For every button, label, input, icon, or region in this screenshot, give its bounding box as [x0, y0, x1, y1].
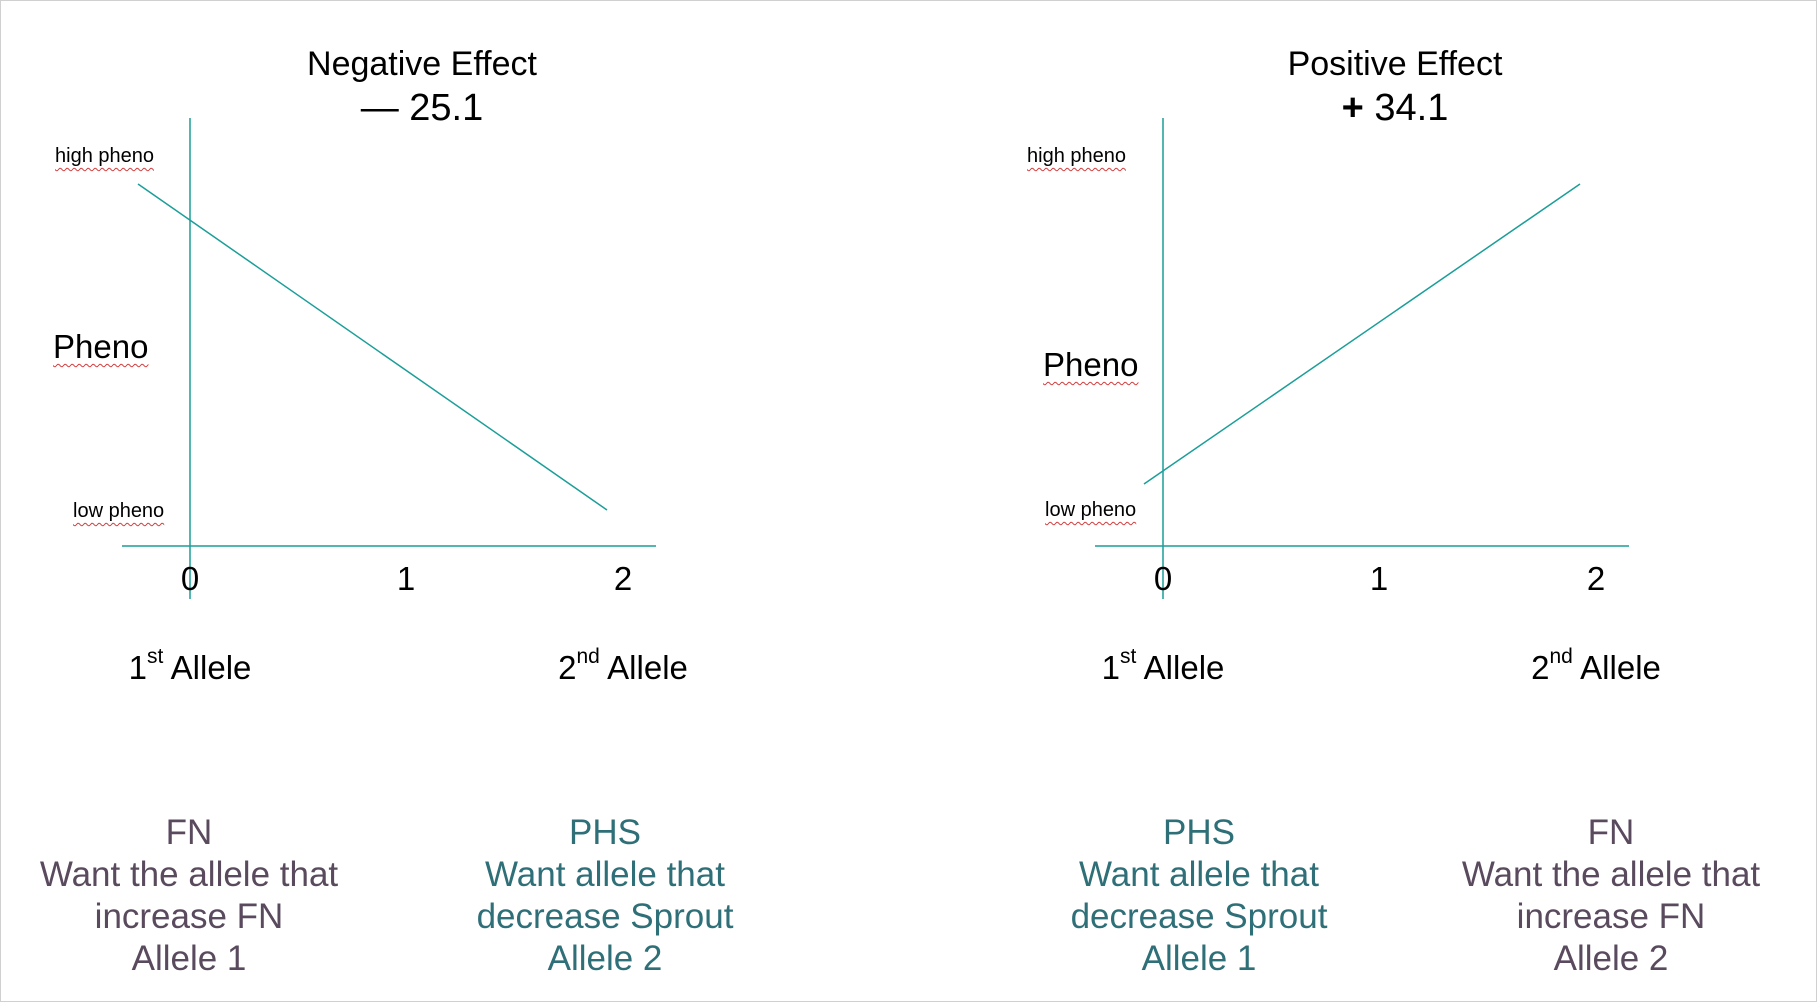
note-line: Want allele that [1079, 855, 1319, 894]
left-allele-1-label: 1st Allele [128, 645, 252, 686]
note-left-fn: FN Want the allele that increase FN Alle… [40, 812, 338, 980]
left-title: Negative Effect [307, 45, 537, 83]
note-left-phs: PHS Want allele that decrease Sprout All… [477, 812, 734, 980]
right-low-pheno-label: low pheno [1045, 499, 1137, 521]
left-effect-value: — 25.1 [360, 87, 484, 129]
left-tick-1: 1 [396, 560, 416, 597]
note-line: decrease Sprout [476, 897, 734, 936]
note-line: Want the allele that [1461, 855, 1761, 894]
note-line: increase FN [94, 897, 284, 936]
right-tick-0: 0 [1153, 560, 1173, 597]
note-line: decrease Sprout [1070, 897, 1328, 936]
note-line: Allele 2 [547, 939, 663, 978]
right-title: Positive Effect [1287, 45, 1503, 83]
right-allele-2-label: 2nd Allele [1531, 645, 1661, 686]
note-line: Allele 1 [1141, 939, 1257, 978]
left-trend-line [137, 183, 608, 511]
note-heading: FN [165, 813, 213, 852]
note-heading: PHS [569, 813, 641, 852]
right-y-axis-label: Pheno [1043, 346, 1139, 383]
note-line: Allele 1 [131, 939, 247, 978]
left-y-axis-label: Pheno [53, 328, 149, 365]
note-right-phs: PHS Want allele that decrease Sprout All… [1071, 812, 1328, 980]
right-tick-2: 2 [1586, 560, 1606, 597]
note-line: Want allele that [485, 855, 725, 894]
right-allele-1-label: 1st Allele [1101, 645, 1225, 686]
left-tick-2: 2 [613, 560, 633, 597]
right-tick-1: 1 [1369, 560, 1389, 597]
right-high-pheno-label: high pheno [1027, 145, 1126, 167]
note-right-fn: FN Want the allele that increase FN Alle… [1462, 812, 1760, 980]
note-line: Allele 2 [1553, 939, 1669, 978]
right-trend-line [1143, 183, 1581, 485]
note-heading: PHS [1163, 813, 1235, 852]
right-effect-value: + 34.1 [1341, 87, 1449, 129]
left-tick-0: 0 [180, 560, 200, 597]
note-line: Want the allele that [39, 855, 339, 894]
note-heading: FN [1587, 813, 1635, 852]
left-allele-2-label: 2nd Allele [558, 645, 688, 686]
left-low-pheno-label: low pheno [73, 500, 165, 522]
left-high-pheno-label: high pheno [55, 145, 154, 167]
note-line: increase FN [1516, 897, 1706, 936]
